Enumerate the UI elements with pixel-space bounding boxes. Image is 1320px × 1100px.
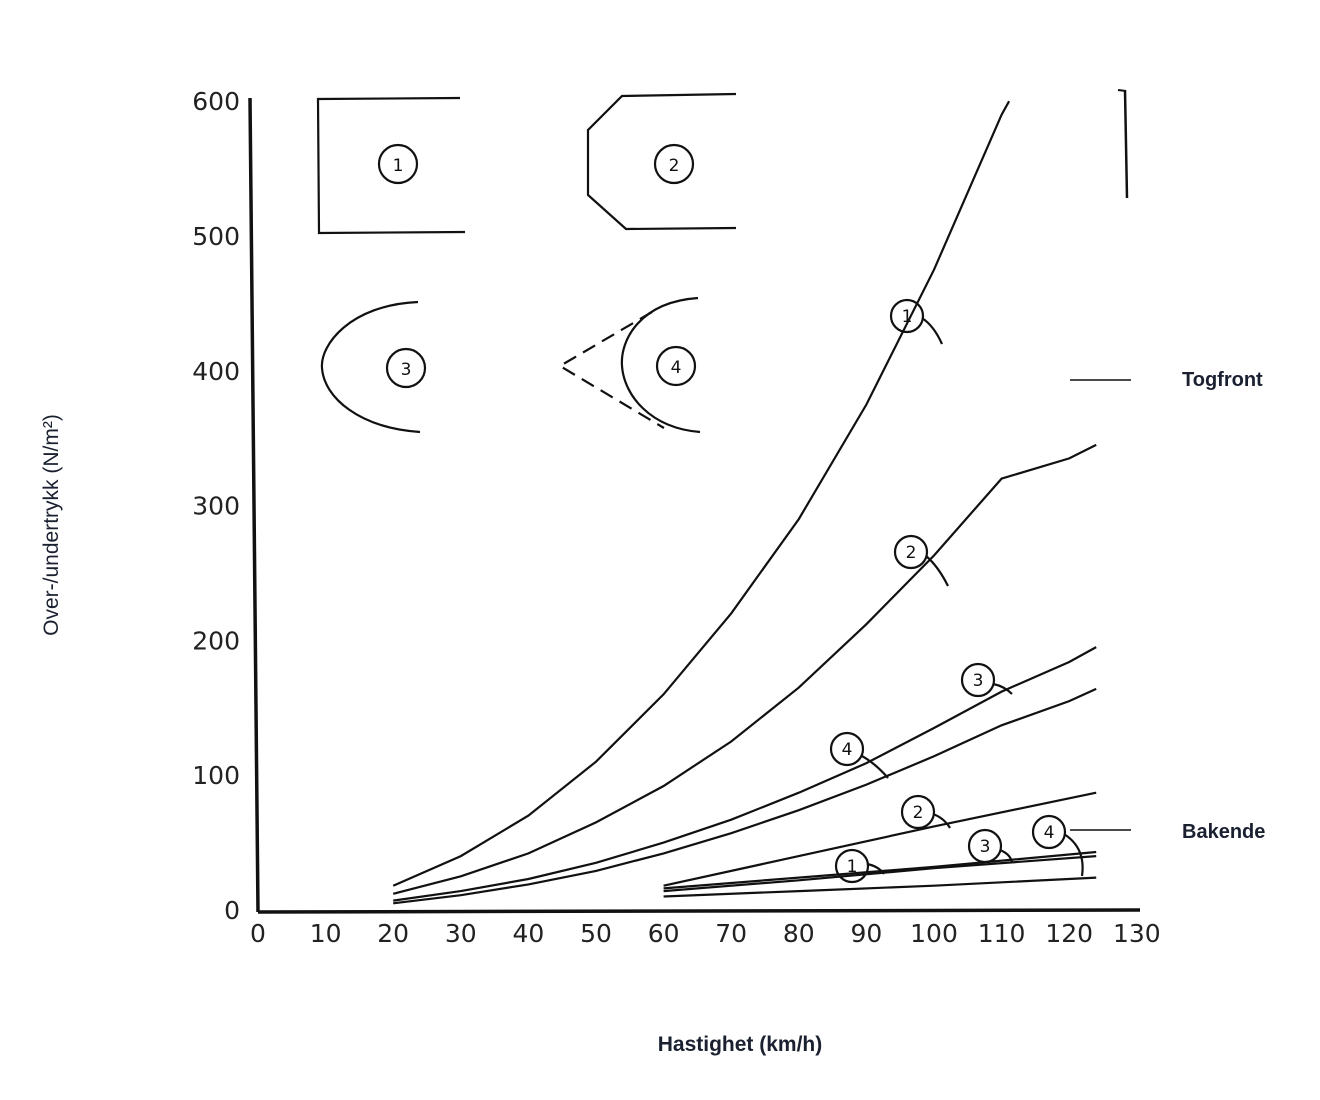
rear-curve-3	[663, 855, 1097, 893]
marker-arrow	[932, 812, 951, 829]
front-curve-3	[393, 646, 1097, 902]
rear-marker-1: 1	[834, 848, 885, 884]
front-curve-4	[393, 687, 1097, 905]
x-tick-labels: 0 10 20 30 40 50 60 70 80 90 100 110 120…	[250, 919, 1161, 948]
x-axis-line	[257, 908, 1141, 914]
legend-bakende: Bakende	[1182, 821, 1265, 843]
x-axis-title: Hastighet (km/h)	[658, 1033, 823, 1056]
front-curve-1	[392, 100, 1011, 887]
x-tick-label: 90	[850, 919, 882, 948]
shape-label-circle	[653, 143, 695, 185]
marker-circle	[960, 662, 996, 698]
marker-text: 4	[1044, 823, 1055, 843]
x-tick-label: 20	[377, 919, 409, 948]
shape-label-2: 2	[653, 143, 695, 185]
rear-marker-2: 2	[900, 794, 951, 830]
x-tick-label: 130	[1113, 919, 1161, 948]
marker-arrow	[921, 317, 944, 345]
front-marker-4: 4	[829, 731, 889, 779]
x-tick-label: 70	[715, 919, 747, 948]
shape-4-pointed-outline	[557, 311, 665, 429]
marker-arrow	[992, 682, 1013, 695]
marker-arrow	[925, 555, 949, 587]
marker-text: 3	[973, 671, 984, 691]
marker-text: 2	[906, 543, 917, 563]
y-tick-label: 600	[192, 87, 240, 116]
x-tick-label: 0	[250, 919, 266, 948]
shape-label-text: 3	[401, 360, 412, 380]
y-tick-label: 500	[192, 222, 240, 251]
bracket-line	[1123, 89, 1129, 199]
shape-label-text: 2	[669, 156, 680, 176]
marker-arrow	[866, 862, 885, 875]
marker-text: 1	[847, 857, 858, 877]
x-tick-label: 110	[978, 919, 1026, 948]
x-tick-label: 120	[1045, 919, 1093, 948]
y-tick-label: 200	[192, 626, 240, 655]
front-marker-1: 1	[889, 298, 944, 345]
shape-label-4: 4	[655, 345, 697, 387]
marker-arrow	[999, 848, 1014, 863]
marker-circle	[889, 298, 925, 334]
curve-markers: 1 2 3 4 1 2 3	[829, 298, 1084, 884]
marker-arrow	[1063, 833, 1084, 877]
shape-3-round-front	[320, 300, 421, 434]
marker-text: 2	[913, 803, 924, 823]
shape-label-1: 1	[377, 143, 419, 185]
rear-curve-4	[663, 876, 1097, 898]
shape-labels: 1 2 3 4	[377, 143, 697, 389]
shape-sketches	[316, 89, 1131, 831]
y-axis-line	[248, 97, 260, 913]
marker-circle	[834, 848, 870, 884]
x-tick-label: 30	[445, 919, 477, 948]
marker-text: 3	[980, 837, 991, 857]
shape-label-circle	[377, 143, 419, 185]
x-tick-label: 40	[512, 919, 544, 948]
shape-2-chamfered-front	[586, 92, 737, 231]
shape-label-circle	[385, 347, 427, 389]
shape-4-round-front	[620, 296, 701, 434]
front-curve-2	[392, 443, 1097, 895]
marker-circle	[900, 794, 936, 830]
marker-circle	[829, 731, 865, 767]
y-tick-label: 100	[192, 761, 240, 790]
shape-label-3: 3	[385, 347, 427, 389]
rear-curve-2	[663, 791, 1097, 887]
y-tick-label: 400	[192, 357, 240, 386]
axes	[248, 97, 1141, 914]
x-tick-label: 50	[580, 919, 612, 948]
marker-text: 4	[842, 740, 853, 760]
y-tick-label: 300	[192, 492, 240, 521]
y-tick-labels: 0 100 200 300 400 500 600	[192, 87, 240, 925]
y-axis-title: Over-/undertrykk (N/m²)	[40, 414, 63, 636]
marker-text: 1	[902, 307, 913, 327]
shape-label-text: 1	[393, 156, 404, 176]
front-marker-3: 3	[960, 662, 1013, 698]
x-tick-label: 10	[310, 919, 342, 948]
legend-togfront: Togfront	[1182, 369, 1263, 391]
marker-circle	[893, 534, 929, 570]
marker-arrow	[861, 755, 889, 779]
marker-circle	[967, 828, 1003, 864]
y-tick-label: 0	[224, 896, 240, 925]
data-series	[392, 100, 1097, 905]
rear-marker-4: 4	[1031, 814, 1084, 877]
x-tick-label: 60	[648, 919, 680, 948]
shape-label-circle	[655, 345, 697, 387]
marker-circle	[1031, 814, 1067, 850]
front-marker-2: 2	[893, 534, 949, 587]
rear-marker-3: 3	[967, 828, 1014, 864]
x-tick-label: 100	[910, 919, 958, 948]
shape-label-text: 4	[671, 358, 682, 378]
x-tick-label: 80	[783, 919, 815, 948]
shape-1-blunt-front	[316, 96, 466, 235]
